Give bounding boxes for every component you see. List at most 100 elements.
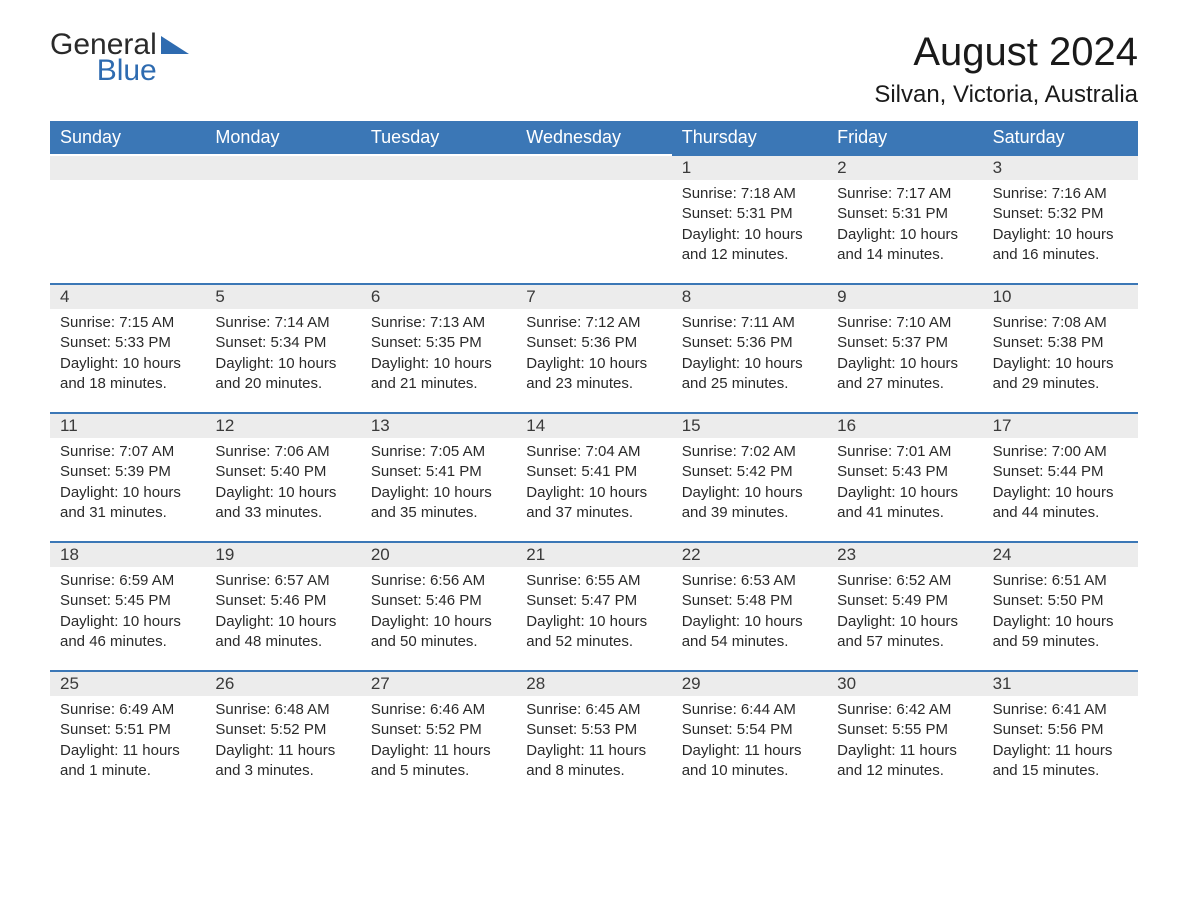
day-details: Sunrise: 7:10 AMSunset: 5:37 PMDaylight:… <box>827 309 982 394</box>
daylight-text: Daylight: 10 hours and 12 minutes. <box>682 225 817 266</box>
day-number: 30 <box>827 672 982 696</box>
day-details: Sunrise: 7:13 AMSunset: 5:35 PMDaylight:… <box>361 309 516 394</box>
day-details: Sunrise: 6:56 AMSunset: 5:46 PMDaylight:… <box>361 567 516 652</box>
sunrise-text: Sunrise: 6:55 AM <box>526 571 661 591</box>
sunset-text: Sunset: 5:53 PM <box>526 720 661 740</box>
empty-daynum-bar <box>50 156 205 180</box>
sunrise-text: Sunrise: 7:02 AM <box>682 442 817 462</box>
day-details: Sunrise: 6:48 AMSunset: 5:52 PMDaylight:… <box>205 696 360 781</box>
sunset-text: Sunset: 5:39 PM <box>60 462 195 482</box>
sunrise-text: Sunrise: 7:00 AM <box>993 442 1128 462</box>
day-number: 25 <box>50 672 205 696</box>
sunset-text: Sunset: 5:50 PM <box>993 591 1128 611</box>
day-number: 22 <box>672 543 827 567</box>
weekday-header: Saturday <box>983 121 1138 154</box>
day-cell: 8Sunrise: 7:11 AMSunset: 5:36 PMDaylight… <box>672 283 827 412</box>
day-number: 10 <box>983 285 1138 309</box>
daylight-text: Daylight: 10 hours and 16 minutes. <box>993 225 1128 266</box>
day-number: 12 <box>205 414 360 438</box>
sunset-text: Sunset: 5:31 PM <box>682 204 817 224</box>
day-details: Sunrise: 7:02 AMSunset: 5:42 PMDaylight:… <box>672 438 827 523</box>
sunset-text: Sunset: 5:34 PM <box>215 333 350 353</box>
sunset-text: Sunset: 5:52 PM <box>215 720 350 740</box>
week-row: 11Sunrise: 7:07 AMSunset: 5:39 PMDayligh… <box>50 412 1138 541</box>
week-row: 18Sunrise: 6:59 AMSunset: 5:45 PMDayligh… <box>50 541 1138 670</box>
daylight-text: Daylight: 10 hours and 25 minutes. <box>682 354 817 395</box>
day-number: 15 <box>672 414 827 438</box>
day-cell: 29Sunrise: 6:44 AMSunset: 5:54 PMDayligh… <box>672 670 827 799</box>
sunrise-text: Sunrise: 6:59 AM <box>60 571 195 591</box>
day-details: Sunrise: 7:01 AMSunset: 5:43 PMDaylight:… <box>827 438 982 523</box>
day-number: 14 <box>516 414 671 438</box>
weekday-header: Friday <box>827 121 982 154</box>
day-cell: 24Sunrise: 6:51 AMSunset: 5:50 PMDayligh… <box>983 541 1138 670</box>
empty-cell <box>361 154 516 283</box>
daylight-text: Daylight: 11 hours and 15 minutes. <box>993 741 1128 782</box>
day-cell: 25Sunrise: 6:49 AMSunset: 5:51 PMDayligh… <box>50 670 205 799</box>
day-cell: 2Sunrise: 7:17 AMSunset: 5:31 PMDaylight… <box>827 154 982 283</box>
day-cell: 23Sunrise: 6:52 AMSunset: 5:49 PMDayligh… <box>827 541 982 670</box>
weekday-header: Wednesday <box>516 121 671 154</box>
week-row: 1Sunrise: 7:18 AMSunset: 5:31 PMDaylight… <box>50 154 1138 283</box>
sunset-text: Sunset: 5:42 PM <box>682 462 817 482</box>
daylight-text: Daylight: 10 hours and 29 minutes. <box>993 354 1128 395</box>
month-title: August 2024 <box>874 30 1138 75</box>
day-number: 13 <box>361 414 516 438</box>
daylight-text: Daylight: 10 hours and 23 minutes. <box>526 354 661 395</box>
sunset-text: Sunset: 5:45 PM <box>60 591 195 611</box>
sunrise-text: Sunrise: 7:13 AM <box>371 313 506 333</box>
sunrise-text: Sunrise: 6:48 AM <box>215 700 350 720</box>
sunrise-text: Sunrise: 6:53 AM <box>682 571 817 591</box>
day-details: Sunrise: 7:11 AMSunset: 5:36 PMDaylight:… <box>672 309 827 394</box>
sunset-text: Sunset: 5:31 PM <box>837 204 972 224</box>
daylight-text: Daylight: 11 hours and 12 minutes. <box>837 741 972 782</box>
sunrise-text: Sunrise: 6:41 AM <box>993 700 1128 720</box>
day-cell: 3Sunrise: 7:16 AMSunset: 5:32 PMDaylight… <box>983 154 1138 283</box>
daylight-text: Daylight: 10 hours and 50 minutes. <box>371 612 506 653</box>
sunrise-text: Sunrise: 6:42 AM <box>837 700 972 720</box>
day-number: 7 <box>516 285 671 309</box>
calendar: SundayMondayTuesdayWednesdayThursdayFrid… <box>50 121 1138 799</box>
weekday-header: Monday <box>205 121 360 154</box>
day-number: 28 <box>516 672 671 696</box>
day-number: 16 <box>827 414 982 438</box>
sunrise-text: Sunrise: 7:15 AM <box>60 313 195 333</box>
sunset-text: Sunset: 5:41 PM <box>526 462 661 482</box>
daylight-text: Daylight: 10 hours and 20 minutes. <box>215 354 350 395</box>
empty-daynum-bar <box>205 156 360 180</box>
header: General Blue August 2024 Silvan, Victori… <box>50 30 1138 109</box>
sunrise-text: Sunrise: 7:12 AM <box>526 313 661 333</box>
triangle-icon <box>161 36 189 54</box>
sunset-text: Sunset: 5:54 PM <box>682 720 817 740</box>
day-details: Sunrise: 7:15 AMSunset: 5:33 PMDaylight:… <box>50 309 205 394</box>
day-number: 26 <box>205 672 360 696</box>
sunset-text: Sunset: 5:49 PM <box>837 591 972 611</box>
day-number: 4 <box>50 285 205 309</box>
daylight-text: Daylight: 10 hours and 18 minutes. <box>60 354 195 395</box>
day-cell: 15Sunrise: 7:02 AMSunset: 5:42 PMDayligh… <box>672 412 827 541</box>
day-number: 23 <box>827 543 982 567</box>
day-details: Sunrise: 7:04 AMSunset: 5:41 PMDaylight:… <box>516 438 671 523</box>
weekday-header-row: SundayMondayTuesdayWednesdayThursdayFrid… <box>50 121 1138 154</box>
weekday-header: Thursday <box>672 121 827 154</box>
day-cell: 4Sunrise: 7:15 AMSunset: 5:33 PMDaylight… <box>50 283 205 412</box>
day-details: Sunrise: 6:52 AMSunset: 5:49 PMDaylight:… <box>827 567 982 652</box>
daylight-text: Daylight: 10 hours and 59 minutes. <box>993 612 1128 653</box>
sunset-text: Sunset: 5:46 PM <box>371 591 506 611</box>
week-row: 25Sunrise: 6:49 AMSunset: 5:51 PMDayligh… <box>50 670 1138 799</box>
location-subtitle: Silvan, Victoria, Australia <box>874 81 1138 109</box>
day-details: Sunrise: 6:51 AMSunset: 5:50 PMDaylight:… <box>983 567 1138 652</box>
day-cell: 6Sunrise: 7:13 AMSunset: 5:35 PMDaylight… <box>361 283 516 412</box>
sunrise-text: Sunrise: 6:52 AM <box>837 571 972 591</box>
day-cell: 21Sunrise: 6:55 AMSunset: 5:47 PMDayligh… <box>516 541 671 670</box>
daylight-text: Daylight: 10 hours and 14 minutes. <box>837 225 972 266</box>
day-cell: 22Sunrise: 6:53 AMSunset: 5:48 PMDayligh… <box>672 541 827 670</box>
sunset-text: Sunset: 5:51 PM <box>60 720 195 740</box>
day-cell: 20Sunrise: 6:56 AMSunset: 5:46 PMDayligh… <box>361 541 516 670</box>
day-details: Sunrise: 6:59 AMSunset: 5:45 PMDaylight:… <box>50 567 205 652</box>
sunrise-text: Sunrise: 6:45 AM <box>526 700 661 720</box>
sunrise-text: Sunrise: 7:08 AM <box>993 313 1128 333</box>
day-number: 5 <box>205 285 360 309</box>
day-number: 3 <box>983 156 1138 180</box>
day-number: 9 <box>827 285 982 309</box>
